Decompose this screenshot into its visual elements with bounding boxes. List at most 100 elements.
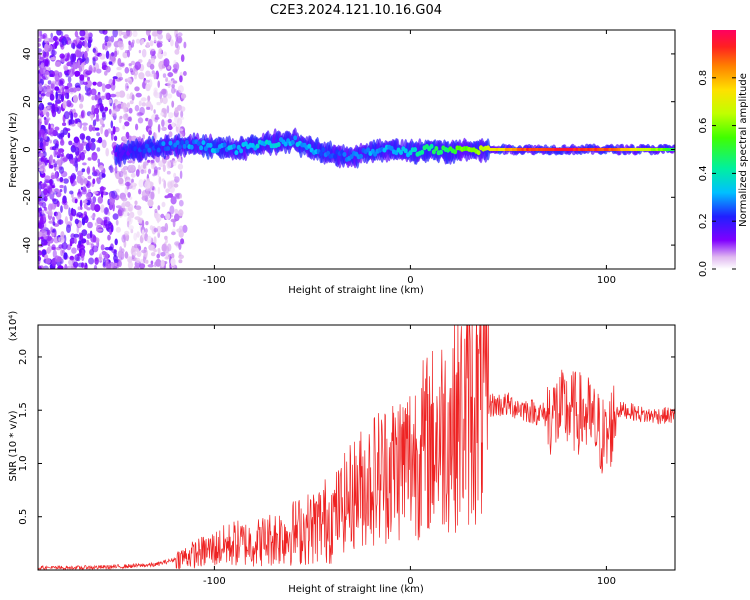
speckle-mark <box>71 247 77 254</box>
speckle-mark <box>38 102 44 111</box>
speckle-mark <box>72 39 78 47</box>
speckle-mark <box>96 177 100 182</box>
speckle-mark <box>101 83 106 93</box>
speckle-mark <box>115 219 119 226</box>
speckle-mark <box>93 169 100 177</box>
speckle-mark <box>138 72 145 80</box>
speckle-mark <box>179 170 183 179</box>
speckle-mark <box>87 32 93 38</box>
speckle-mark <box>40 62 45 69</box>
speckle-mark <box>176 123 180 127</box>
ridge-mark <box>413 147 418 153</box>
snr-ylabel: SNR (10 * v/v) <box>8 410 19 481</box>
speckle-mark <box>73 94 78 104</box>
speckle-mark <box>132 251 138 256</box>
speckle-mark <box>43 265 49 269</box>
speckle-mark <box>138 100 142 107</box>
speckle-mark <box>38 152 45 157</box>
speckle-mark <box>40 110 44 117</box>
speckle-mark <box>126 221 130 228</box>
speckle-mark <box>128 40 131 46</box>
speckle-mark <box>77 206 81 211</box>
speckle-mark <box>52 221 56 226</box>
speckle-mark <box>128 107 133 114</box>
speckle-mark <box>107 128 112 134</box>
speckle-mark <box>130 60 136 66</box>
speckle-mark <box>178 252 182 257</box>
speckle-mark <box>66 224 71 233</box>
snr-series-line <box>38 325 675 570</box>
speckle-mark <box>95 118 100 122</box>
speckle-mark <box>84 50 88 59</box>
speckle-mark <box>113 135 118 141</box>
speckle-mark <box>44 210 50 214</box>
speckle-mark <box>144 228 148 234</box>
speckle-mark <box>153 92 161 99</box>
speckle-mark <box>87 157 92 161</box>
speckle-mark <box>146 187 150 196</box>
spectrogram-panel: -100 0 100 -40 -20 0 20 40 Height of straight l… <box>8 29 676 296</box>
speckle-mark <box>122 210 129 217</box>
speckle-mark <box>165 251 170 259</box>
speckle-mark <box>90 138 96 143</box>
speckle-mark <box>48 155 53 165</box>
snr-xlabel: Height of straight line (km) <box>288 584 424 595</box>
speckle-mark <box>67 76 72 83</box>
speckle-mark <box>46 86 52 95</box>
speckle-mark <box>85 192 92 199</box>
speckle-mark <box>87 175 92 180</box>
speckle-mark <box>79 133 86 140</box>
speckle-mark <box>67 220 72 225</box>
ridge-mark <box>307 143 312 149</box>
speckle-mark <box>58 236 65 243</box>
speckle-mark <box>81 229 88 237</box>
speckle-mark <box>157 186 161 195</box>
speckle-mark <box>118 260 122 268</box>
speckle-mark <box>48 220 54 224</box>
speckle-mark <box>155 114 159 118</box>
speckle-mark <box>52 35 58 42</box>
speckle-mark <box>46 229 51 236</box>
speckle-mark <box>118 177 124 185</box>
speckle-mark <box>180 93 187 99</box>
y-tick-label: 0.5 <box>18 509 29 525</box>
speckle-mark <box>179 194 183 199</box>
speckle-mark <box>77 143 84 152</box>
speckle-mark <box>85 92 91 96</box>
speckle-mark <box>69 241 73 247</box>
speckle-mark <box>64 34 69 39</box>
speckle-mark <box>59 85 63 93</box>
speckle-mark <box>38 42 41 47</box>
speckle-mark <box>127 192 131 198</box>
speckle-mark <box>128 225 134 231</box>
speckle-mark <box>105 147 109 157</box>
ridge-mark <box>161 141 166 147</box>
speckle-mark <box>49 164 54 169</box>
speckle-mark <box>179 131 185 138</box>
speckle-mark <box>162 51 167 57</box>
speckle-mark <box>87 40 92 49</box>
speckle-mark <box>92 81 97 86</box>
speckle-mark <box>112 78 116 86</box>
speckle-mark <box>98 97 103 106</box>
speckle-mark <box>117 58 122 66</box>
speckle-mark <box>63 66 68 71</box>
speckle-mark <box>160 213 165 219</box>
speckle-mark <box>160 112 164 116</box>
speckle-mark <box>118 90 126 98</box>
speckle-mark <box>165 213 171 220</box>
speckle-mark <box>58 244 64 249</box>
speckle-mark <box>50 32 53 38</box>
speckle-mark <box>47 102 53 106</box>
spectrogram-xlabel: Height of straight line (km) <box>288 285 424 296</box>
speckle-mark <box>96 81 103 87</box>
speckle-mark <box>79 248 82 254</box>
ridge-mark <box>166 146 171 151</box>
speckle-mark <box>118 170 124 178</box>
ridge-mark <box>203 146 208 152</box>
speckle-mark <box>138 49 142 54</box>
speckle-mark <box>177 209 184 217</box>
speckle-mark <box>113 50 118 57</box>
speckle-mark <box>50 204 57 209</box>
speckle-mark <box>68 140 73 146</box>
